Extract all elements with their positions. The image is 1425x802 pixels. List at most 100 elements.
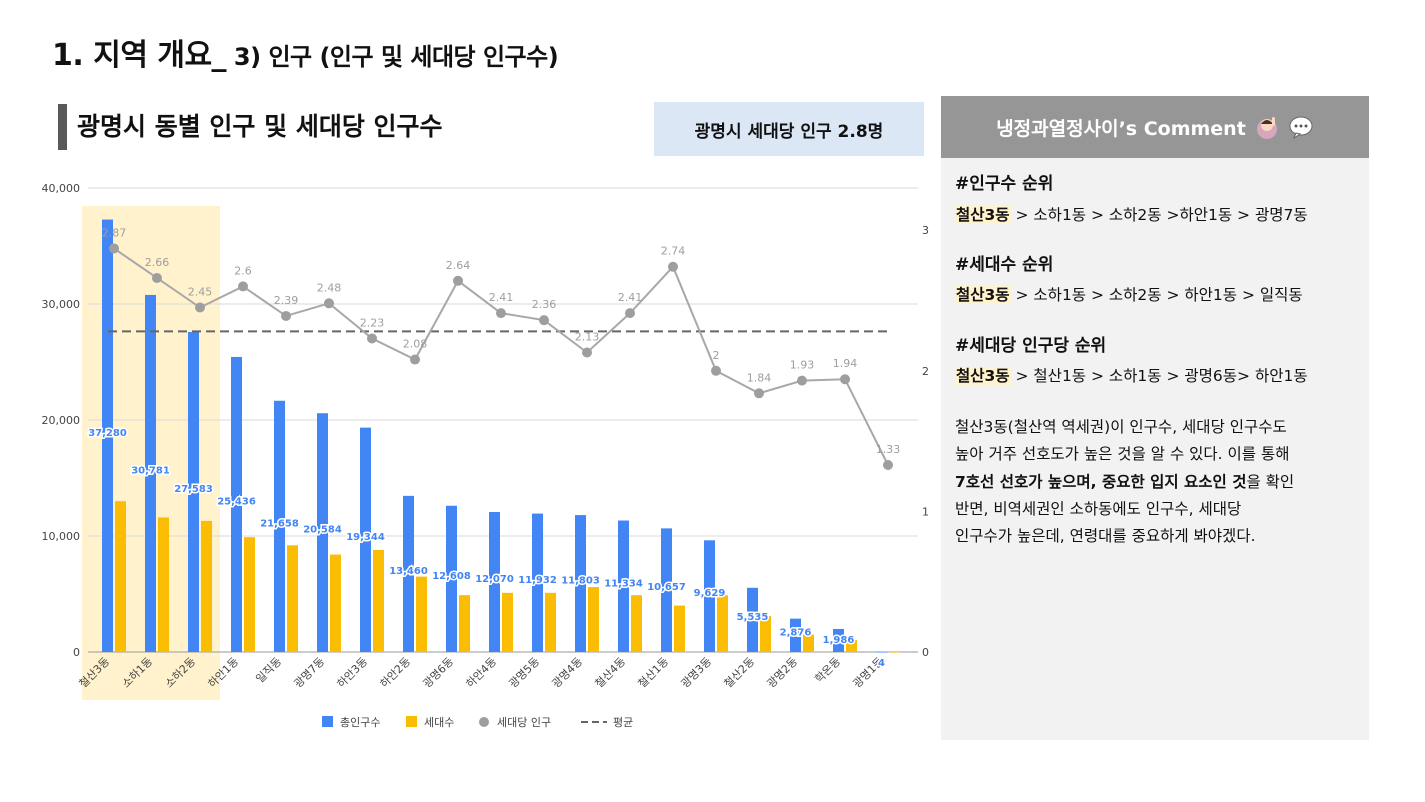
bar-label-halo: 12,608 — [432, 571, 471, 582]
bar-data-label: 37,280 — [88, 428, 127, 439]
household-rank-rest: > 소하1동 > 소하2동 > 하안1동 > 일직동 — [1010, 286, 1303, 305]
line-data-label: 2.74 — [661, 245, 686, 258]
bar-total-population — [317, 413, 328, 652]
population-rank-rest: > 소하1동 > 소하2동 >하안1동 > 광명7동 — [1010, 205, 1308, 224]
per-household-point — [754, 388, 764, 399]
bar-label-halo: 11,334 — [604, 578, 643, 589]
bar-households — [588, 587, 599, 652]
legend-label: 평균 — [613, 716, 633, 729]
paragraph-line-4: 반면, 비역세권인 소하동에도 인구수, 세대당 — [955, 499, 1242, 518]
line-data-label: 2.41 — [489, 291, 514, 304]
bar-households — [760, 616, 771, 652]
per-household-point — [883, 459, 893, 470]
per-household-point — [840, 374, 850, 385]
x-tick-label: 철산4동 — [593, 655, 629, 691]
bar-households — [803, 634, 814, 652]
comment-panel: 냉정과열정사이’s Comment #인구수 순위 철산3동 > 소하1동 > … — [941, 96, 1369, 740]
per-household-rank-top: 철산3동 — [955, 367, 1011, 385]
bar-total-population — [145, 294, 156, 652]
legend-label: 총인구수 — [340, 716, 380, 729]
x-tick-label: 하안3동 — [334, 654, 370, 690]
per-household-rank-rest: > 철산1동 > 소하1동 > 광명6동> 하안1동 — [1010, 367, 1308, 385]
per-household-point — [367, 333, 377, 344]
bar-total-population — [575, 515, 586, 652]
x-tick-label: 광명7동 — [292, 655, 328, 691]
per-household-point — [195, 302, 205, 313]
bar-total-population — [489, 511, 500, 652]
bar-data-label: 27,583 — [174, 484, 213, 495]
x-tick-label: 광명6동 — [421, 655, 457, 691]
bar-households — [158, 517, 169, 652]
per-household-point — [668, 261, 678, 272]
population-rank: #인구수 순위 철산3동 > 소하1동 > 소하2동 >하안1동 > 광명7동 — [955, 172, 1359, 227]
household-rank-line: 철산3동 > 소하1동 > 소하2동 > 하안1동 > 일직동 — [955, 284, 1359, 307]
line-data-label: 1.84 — [747, 371, 772, 384]
y-left-tick-label: 20,000 — [42, 414, 81, 427]
line-data-label: 1.93 — [790, 359, 815, 372]
bar-households — [889, 651, 900, 653]
legend-label: 세대수 — [424, 716, 454, 729]
speech-balloon-icon — [1289, 116, 1313, 140]
bar-data-label: 12,608 — [432, 571, 471, 582]
legend-label: 세대당 인구 — [497, 716, 551, 729]
bar-households — [717, 595, 728, 652]
bar-data-label: 30,781 — [131, 465, 170, 476]
per-household-point — [539, 315, 549, 326]
y-left-tick-label: 40,000 — [42, 182, 81, 195]
per-household-point — [324, 298, 334, 309]
line-data-label: 2.48 — [317, 281, 342, 294]
line-data-label: 2 — [713, 349, 720, 362]
bar-data-label: 21,658 — [260, 518, 299, 529]
bar-data-label: 20,584 — [303, 525, 342, 536]
bar-label-halo: 30,781 — [131, 465, 170, 476]
bar-households — [244, 537, 255, 652]
page-title-main: 1. 지역 개요_ — [52, 38, 227, 73]
bar-households — [846, 639, 857, 652]
line-data-label: 2.66 — [145, 256, 170, 269]
bar-label-halo: 21,658 — [260, 518, 299, 529]
paragraph-line-1: 철산3동(철산역 역세권)이 인구수, 세대당 인구수도 — [955, 418, 1287, 437]
line-data-label: 1.33 — [876, 443, 901, 456]
bar-label-halo: 11,803 — [561, 576, 600, 587]
paragraph-line-5: 인구수가 높은데, 연령대를 중요하게 봐야겠다. — [955, 526, 1256, 545]
comment-title: 냉정과열정사이’s Comment — [996, 117, 1246, 140]
bar-data-label: 4 — [878, 658, 885, 669]
x-tick-label: 일직동 — [253, 654, 284, 685]
line-data-label: 2.39 — [274, 294, 299, 307]
woman-gesturing-icon — [1256, 117, 1277, 139]
line-data-label: 2.41 — [618, 291, 643, 304]
bar-total-population — [274, 400, 285, 652]
bar-label-halo: 10,657 — [647, 582, 686, 593]
bar-total-population — [102, 219, 113, 652]
line-data-label: 2.08 — [403, 338, 428, 351]
bar-label-halo: 13,460 — [389, 566, 428, 577]
page-title: 1. 지역 개요_ 3) 인구 (인구 및 세대당 인구수) — [52, 30, 559, 74]
bar-data-label: 13,460 — [389, 566, 428, 577]
bar-data-label: 11,334 — [604, 578, 643, 589]
bar-households — [373, 549, 384, 652]
line-data-label: 2.45 — [188, 286, 213, 299]
paragraph-line-2: 높아 거주 선호도가 높은 것을 알 수 있다. 이를 통해 — [955, 445, 1290, 464]
comment-header: 냉정과열정사이’s Comment — [941, 96, 1369, 158]
bar-households — [631, 595, 642, 652]
per-household-point — [109, 243, 119, 254]
per-household-point — [152, 272, 162, 283]
legend-swatch — [479, 717, 489, 727]
bar-data-label: 10,657 — [647, 582, 686, 593]
x-tick-label: 학온동 — [812, 655, 843, 686]
y-right-tick-label: 0 — [922, 646, 929, 659]
bar-total-population — [704, 540, 715, 652]
x-tick-label: 철산2동 — [722, 655, 758, 691]
bar-label-halo: 25,436 — [217, 496, 256, 507]
bar-label-halo: 5,535 — [737, 612, 769, 623]
line-data-label: 2.64 — [446, 259, 471, 272]
bar-label-halo: 19,344 — [346, 532, 385, 543]
per-household-point — [281, 310, 291, 321]
line-data-label: 2.6 — [234, 264, 252, 277]
bar-total-population — [618, 520, 629, 652]
bar-data-label: 1,986 — [823, 635, 855, 646]
household-rank-top: 철산3동 — [955, 286, 1011, 305]
per-household-point — [238, 281, 248, 292]
bar-data-label: 19,344 — [346, 532, 385, 543]
paragraph-line-3: 7호선 선호가 높으며, 중요한 입지 요소인 것을 확인 — [955, 469, 1359, 496]
